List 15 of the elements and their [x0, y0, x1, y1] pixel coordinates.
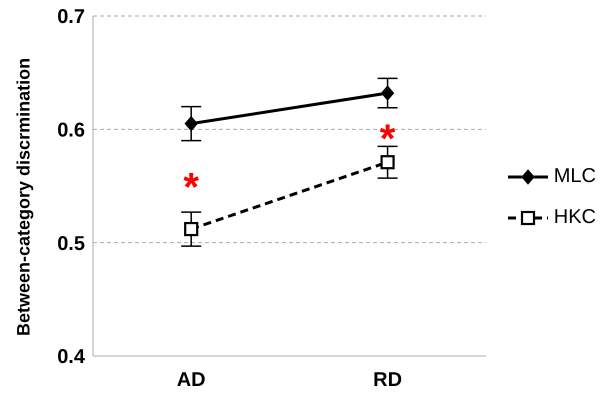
x-tick-label: AD: [176, 369, 206, 392]
y-tick-label: 0.5: [57, 232, 85, 255]
point: [184, 116, 198, 132]
y-tick-label: 0.7: [57, 6, 85, 28]
legend-label: HKC: [554, 206, 596, 229]
annotation: *: [380, 116, 396, 161]
x-tick-label: RD: [373, 369, 402, 392]
point: [184, 222, 198, 236]
annotation: *: [183, 166, 200, 210]
point: [380, 155, 395, 170]
legend-label: MLC: [554, 165, 596, 188]
y-tick-label: 0.6: [57, 119, 85, 142]
point: [381, 86, 394, 101]
y-tick-label: 0.4: [57, 346, 86, 368]
y-axis-title: Between-category discrmination: [13, 58, 34, 336]
